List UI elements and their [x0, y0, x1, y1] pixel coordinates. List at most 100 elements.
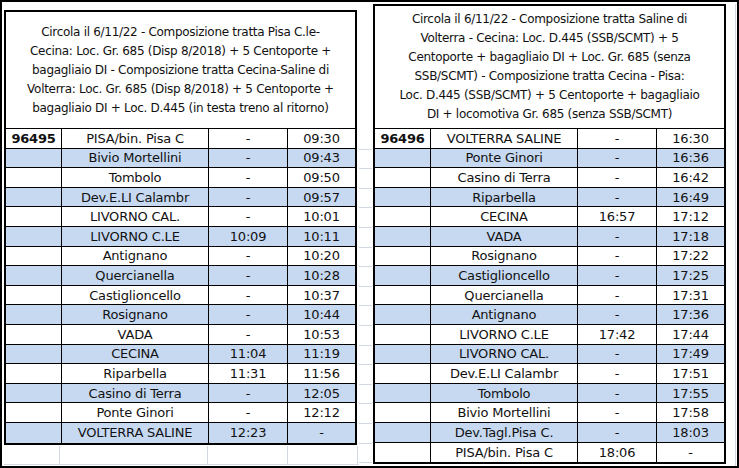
departure-cell: 16:30: [657, 129, 724, 148]
train-number-cell: [6, 384, 62, 403]
train-number-cell: [6, 286, 62, 305]
station-cell: Tombolo: [62, 168, 209, 187]
station-cell: Riparbella: [62, 364, 209, 383]
train-number-cell: [375, 266, 431, 285]
arrival-cell: -: [209, 325, 288, 344]
arrival-cell: -: [578, 364, 657, 383]
arrival-cell: -: [209, 168, 288, 187]
train-number-cell: [375, 423, 431, 442]
train-number-cell: [6, 168, 62, 187]
arrival-cell: 18:06: [578, 443, 657, 463]
departure-cell: 10:01: [288, 207, 355, 226]
arrival-cell: -: [578, 286, 657, 305]
station-cell: Tombolo: [431, 384, 578, 403]
departure-cell: 10:53: [288, 325, 355, 344]
station-cell: Casino di Terra: [431, 168, 578, 187]
train-number-cell: [6, 345, 62, 364]
arrival-cell: -: [209, 188, 288, 207]
arrival-cell: 17:42: [578, 325, 657, 344]
table-row: VADA-17:18: [375, 227, 724, 247]
header-line: Loc. D.445 (SSB/SCMT) + 5 Centoporte + b…: [399, 86, 699, 105]
arrival-cell: -: [578, 168, 657, 187]
arrival-cell: -: [578, 129, 657, 148]
table-row: Castiglioncello-17:25: [375, 266, 724, 286]
train-number-cell: [375, 247, 431, 266]
station-cell: Dev.E.LI Calambr: [62, 188, 209, 207]
table-row: Quercianella-17:31: [375, 286, 724, 306]
arrival-cell: -: [209, 266, 288, 285]
departure-cell: 17:55: [657, 384, 724, 403]
arrival-cell: -: [578, 384, 657, 403]
station-cell: Castiglioncello: [62, 286, 209, 305]
station-cell: Rosignano: [62, 305, 209, 324]
table-row: VADA-10:53: [6, 325, 355, 345]
station-rows-96495: 96495PISA/bin. Pisa C-09:30Bivio Mortell…: [6, 129, 355, 443]
train-number-cell: [6, 247, 62, 266]
departure-cell: 10:20: [288, 247, 355, 266]
train-number-cell: [375, 325, 431, 344]
table-row: Antignano-17:36: [375, 305, 724, 325]
departure-cell: 09:43: [288, 149, 355, 168]
station-cell: LIVORNO CAL.: [62, 207, 209, 226]
train-number-cell: [375, 149, 431, 168]
train-number-cell: [6, 227, 62, 246]
table-row: PISA/bin. Pisa C18:06-: [375, 443, 724, 463]
departure-cell: 17:49: [657, 345, 724, 364]
gridline-below-left-2: [207, 446, 208, 465]
gridline-right-margin: [735, 4, 736, 466]
table-row: Casino di Terra-16:42: [375, 168, 724, 188]
train-number-cell: [375, 188, 431, 207]
header-line: SSB/SCMT) - Composizione tratta Cecina -…: [415, 67, 685, 86]
train-number-cell: [6, 305, 62, 324]
train-number-cell: [375, 345, 431, 364]
table-row: Dev.E.LI Calambr-09:57: [6, 188, 355, 208]
arrival-cell: -: [209, 149, 288, 168]
station-cell: LIVORNO C.LE: [62, 227, 209, 246]
train-number-cell: [6, 188, 62, 207]
station-cell: Rosignano: [431, 247, 578, 266]
station-cell: Bivio Mortellini: [62, 149, 209, 168]
station-cell: Ponte Ginori: [62, 403, 209, 422]
table-row: Rosignano-10:44: [6, 305, 355, 325]
table-row: Quercianella-10:28: [6, 266, 355, 286]
train-number-cell: [6, 423, 62, 443]
departure-cell: -: [288, 423, 355, 443]
timetable-train-96495: Circola il 6/11/22 - Composizione tratta…: [4, 10, 357, 445]
gridline-below-left-3: [287, 446, 288, 465]
departure-cell: 12:12: [288, 403, 355, 422]
arrival-cell: -: [578, 345, 657, 364]
departure-cell: 18:03: [657, 423, 724, 442]
train-number-cell: [6, 266, 62, 285]
table-row: VOLTERRA SALINE12:23-: [6, 423, 355, 443]
train-number-cell: [375, 168, 431, 187]
departure-cell: -: [657, 443, 724, 463]
arrival-cell: -: [209, 247, 288, 266]
train-number-cell: [6, 149, 62, 168]
arrival-cell: 12:23: [209, 423, 288, 443]
station-cell: VOLTERRA SALINE: [431, 129, 578, 148]
table-row: CECINA11:0411:19: [6, 345, 355, 365]
table-row: LIVORNO C.LE10:0910:11: [6, 227, 355, 247]
table-row: Bivio Mortellini-09:43: [6, 149, 355, 169]
departure-cell: 17:31: [657, 286, 724, 305]
arrival-cell: -: [578, 149, 657, 168]
train-number-cell: 96496: [375, 129, 431, 148]
arrival-cell: -: [578, 247, 657, 266]
table-row: 96495PISA/bin. Pisa C-09:30: [6, 129, 355, 149]
departure-cell: 16:36: [657, 149, 724, 168]
station-cell: Bivio Mortellini: [431, 403, 578, 422]
station-cell: Quercianella: [431, 286, 578, 305]
departure-cell: 10:28: [288, 266, 355, 285]
arrival-cell: -: [578, 305, 657, 324]
timetable-train-96496: Circola il 6/11/22 - Composizione tratta…: [373, 4, 726, 464]
table-row: Dev.E.LI Calambr-17:51: [375, 364, 724, 384]
departure-cell: 17:51: [657, 364, 724, 383]
arrival-cell: -: [209, 403, 288, 422]
departure-cell: 10:37: [288, 286, 355, 305]
header-line: Circola il 6/11/22 - Composizione tratta…: [412, 10, 687, 29]
table-row: Rosignano-17:22: [375, 247, 724, 267]
arrival-cell: -: [209, 129, 288, 148]
gridline-below-left-4: [357, 446, 358, 465]
gridline-gap-column: [359, 130, 372, 463]
station-cell: Antignano: [62, 247, 209, 266]
